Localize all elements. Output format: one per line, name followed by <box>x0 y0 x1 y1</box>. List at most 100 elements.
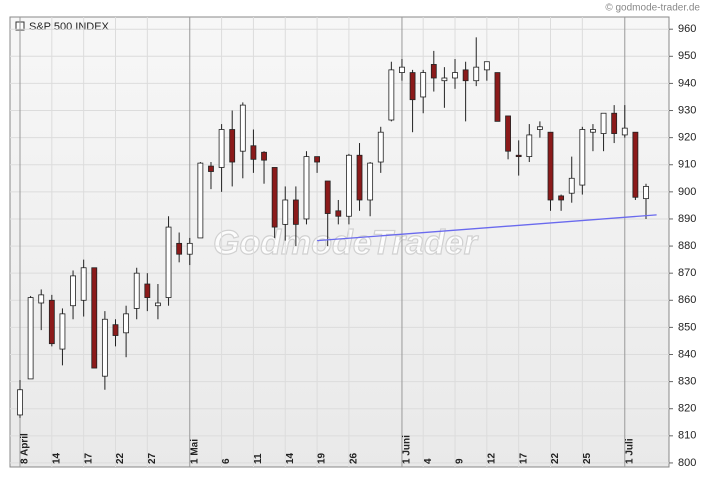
x-tick-label: 22 <box>550 452 561 464</box>
candle-body <box>462 69 469 82</box>
y-tick-label: 810 <box>678 430 696 442</box>
plot-area <box>9 16 670 468</box>
candle-body <box>526 134 533 158</box>
candle-body <box>473 66 480 82</box>
candle-body <box>547 131 554 201</box>
source: © godmode-trader.de <box>605 3 700 14</box>
candle-body <box>155 302 161 307</box>
candle-body <box>48 299 55 345</box>
candle-body <box>123 313 130 334</box>
x-tick-label: 4 <box>423 458 434 464</box>
candle-body <box>483 61 490 71</box>
candle-body <box>80 267 87 301</box>
candle-body <box>621 127 628 136</box>
candle-body <box>261 151 267 161</box>
candle-body <box>430 64 437 79</box>
y-tick-label: 950 <box>678 50 696 62</box>
candle-body <box>600 112 607 134</box>
candle-body <box>292 199 299 225</box>
x-tick-label: 25 <box>582 452 593 464</box>
candle-body <box>91 267 98 369</box>
y-tick-label: 830 <box>678 376 696 388</box>
candle-body <box>27 297 34 380</box>
candle-body <box>377 131 384 163</box>
x-tick-label: 14 <box>285 452 296 464</box>
candle-body <box>420 72 427 98</box>
candle-body <box>70 275 76 307</box>
x-tick-label: 22 <box>115 452 126 464</box>
candle-body <box>197 162 204 239</box>
candle-body <box>590 129 596 133</box>
y-tick-label: 850 <box>678 321 696 333</box>
candle-body <box>176 242 183 255</box>
candle-body <box>536 126 543 130</box>
candle-body <box>346 154 352 217</box>
x-tick-label: 12 <box>486 452 497 464</box>
candle-body <box>250 145 257 160</box>
candle-body <box>282 199 289 225</box>
candle-body <box>399 66 405 73</box>
candle-body <box>112 324 119 336</box>
candle-body <box>314 156 320 163</box>
candle-body <box>568 177 575 194</box>
candle-body <box>229 129 236 163</box>
y-tick-label: 900 <box>678 186 696 198</box>
y-tick-label: 920 <box>678 132 696 144</box>
x-tick-label: 8 April <box>20 433 31 464</box>
candle-body <box>133 272 140 309</box>
chart-title: S&P 500 INDEX <box>29 21 110 33</box>
candle-body <box>218 129 225 168</box>
x-tick-label: 6 <box>221 458 232 464</box>
x-tick-label: 19 <box>317 452 328 464</box>
y-tick-label: 840 <box>678 348 696 360</box>
candle-body <box>324 180 331 214</box>
x-tick-label: 17 <box>518 452 529 464</box>
candle-body <box>239 104 246 152</box>
candle-body <box>271 167 278 228</box>
candle-body <box>388 69 395 121</box>
y-tick-label: 910 <box>678 159 696 171</box>
candle-body <box>452 72 458 79</box>
candle-body <box>186 242 193 255</box>
candle-body <box>515 154 522 158</box>
candle-body <box>59 313 66 350</box>
trendline <box>317 214 657 242</box>
x-tick-label: 1 Juli <box>624 438 635 464</box>
candle-body <box>409 72 416 101</box>
y-tick-label: 860 <box>678 294 696 306</box>
candle-body <box>303 156 310 220</box>
x-tick-label: 27 <box>147 452 158 464</box>
y-tick-label: 820 <box>678 403 696 415</box>
candle-body <box>165 226 172 298</box>
y-tick-label: 870 <box>678 267 696 279</box>
candle-body <box>505 115 511 152</box>
candle-body <box>494 72 501 122</box>
candle-body <box>367 162 374 201</box>
x-tick-label: 9 <box>455 458 466 464</box>
candle-body <box>38 294 45 304</box>
x-tick-label: 26 <box>349 452 360 464</box>
candle-body <box>632 131 639 198</box>
candle-body <box>144 283 151 298</box>
candle-body <box>335 210 342 217</box>
y-tick-label: 800 <box>678 457 696 469</box>
candle-body <box>17 389 23 416</box>
candle-body <box>356 154 363 201</box>
candle-body <box>441 77 448 82</box>
x-tick-label: 1 Mai <box>189 439 200 464</box>
x-tick-label: 11 <box>253 453 264 464</box>
y-tick-label: 940 <box>678 77 696 89</box>
watermark: GodmodeTrader <box>213 224 479 262</box>
x-tick-label: 14 <box>51 452 62 464</box>
y-tick-label: 960 <box>678 23 696 35</box>
candle-body <box>579 129 586 186</box>
x-tick-label: 17 <box>83 452 94 464</box>
candle-body <box>643 186 649 200</box>
candle-body <box>611 112 618 134</box>
candle-body <box>208 165 214 172</box>
y-tick-label: 880 <box>678 240 696 252</box>
x-tick-label: 1 Juni <box>402 435 413 464</box>
y-tick-label: 930 <box>678 104 696 116</box>
y-tick-label: 890 <box>678 213 696 225</box>
